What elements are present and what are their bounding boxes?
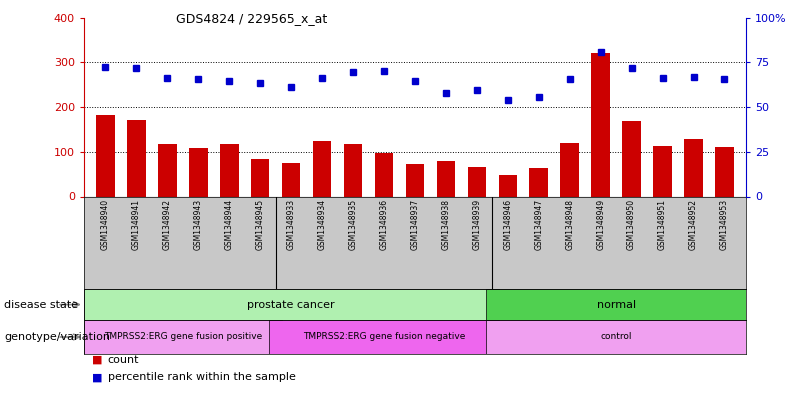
Text: ■: ■ <box>92 354 102 365</box>
Bar <box>486 320 746 354</box>
Text: GSM1348946: GSM1348946 <box>504 199 512 250</box>
Text: GSM1348951: GSM1348951 <box>658 199 667 250</box>
Text: GSM1348941: GSM1348941 <box>132 199 141 250</box>
Text: percentile rank within the sample: percentile rank within the sample <box>108 372 295 382</box>
Bar <box>591 53 610 196</box>
Text: disease state: disease state <box>4 299 78 310</box>
Bar <box>375 153 393 196</box>
Text: GSM1348948: GSM1348948 <box>565 199 575 250</box>
Bar <box>282 163 300 196</box>
Bar <box>684 139 703 196</box>
Text: prostate cancer: prostate cancer <box>247 299 335 310</box>
Bar <box>499 175 517 196</box>
Text: GSM1348934: GSM1348934 <box>318 199 326 250</box>
Bar <box>344 144 362 196</box>
Text: TMPRSS2:ERG gene fusion positive: TMPRSS2:ERG gene fusion positive <box>104 332 262 342</box>
Bar <box>437 161 455 196</box>
Text: genotype/variation: genotype/variation <box>4 332 110 342</box>
Text: TMPRSS2:ERG gene fusion negative: TMPRSS2:ERG gene fusion negative <box>302 332 465 342</box>
Text: GSM1348944: GSM1348944 <box>225 199 234 250</box>
Bar <box>158 144 176 196</box>
Bar <box>270 320 499 354</box>
Bar <box>251 160 270 196</box>
Bar <box>84 289 499 320</box>
Text: normal: normal <box>597 299 636 310</box>
Bar <box>486 289 746 320</box>
Text: GSM1348952: GSM1348952 <box>689 199 698 250</box>
Text: GSM1348933: GSM1348933 <box>286 199 295 250</box>
Text: control: control <box>600 332 632 342</box>
Text: GSM1348935: GSM1348935 <box>349 199 358 250</box>
Text: GSM1348937: GSM1348937 <box>410 199 420 250</box>
Bar <box>654 145 672 196</box>
Text: GSM1348953: GSM1348953 <box>720 199 729 250</box>
Bar <box>405 164 425 196</box>
Text: GSM1348939: GSM1348939 <box>472 199 481 250</box>
Bar <box>715 147 733 196</box>
Text: GSM1348943: GSM1348943 <box>194 199 203 250</box>
Text: GSM1348950: GSM1348950 <box>627 199 636 250</box>
Bar <box>530 168 548 196</box>
Bar <box>622 121 641 196</box>
Bar <box>220 144 239 196</box>
Text: GSM1348940: GSM1348940 <box>101 199 110 250</box>
Bar <box>468 167 486 196</box>
Text: ■: ■ <box>92 372 102 382</box>
Text: GSM1348945: GSM1348945 <box>255 199 265 250</box>
Text: GDS4824 / 229565_x_at: GDS4824 / 229565_x_at <box>176 12 327 25</box>
Text: GSM1348938: GSM1348938 <box>441 199 450 250</box>
Bar <box>189 148 207 196</box>
Bar <box>84 320 282 354</box>
Bar <box>127 119 146 196</box>
Bar <box>313 141 331 196</box>
Text: GSM1348936: GSM1348936 <box>380 199 389 250</box>
Text: count: count <box>108 354 139 365</box>
Text: GSM1348942: GSM1348942 <box>163 199 172 250</box>
Text: GSM1348947: GSM1348947 <box>535 199 543 250</box>
Text: GSM1348949: GSM1348949 <box>596 199 605 250</box>
Bar <box>560 143 579 196</box>
Bar <box>97 115 115 196</box>
